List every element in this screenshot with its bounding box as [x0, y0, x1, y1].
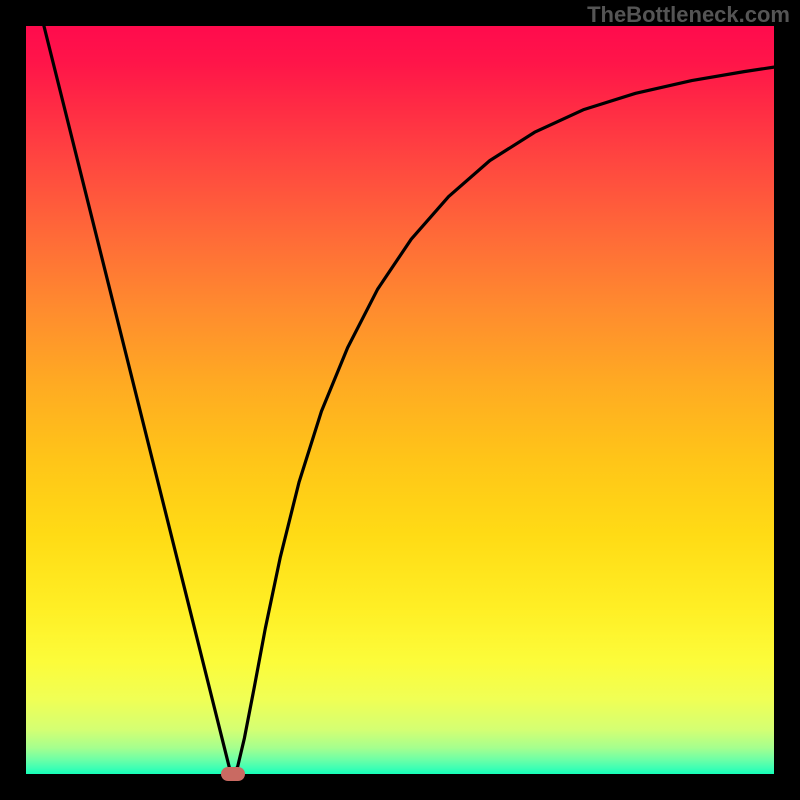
minimum-marker [221, 767, 245, 781]
watermark-text: TheBottleneck.com [587, 2, 790, 28]
plot-area [26, 26, 774, 774]
curve-line [26, 26, 774, 774]
chart-container: TheBottleneck.com [0, 0, 800, 800]
